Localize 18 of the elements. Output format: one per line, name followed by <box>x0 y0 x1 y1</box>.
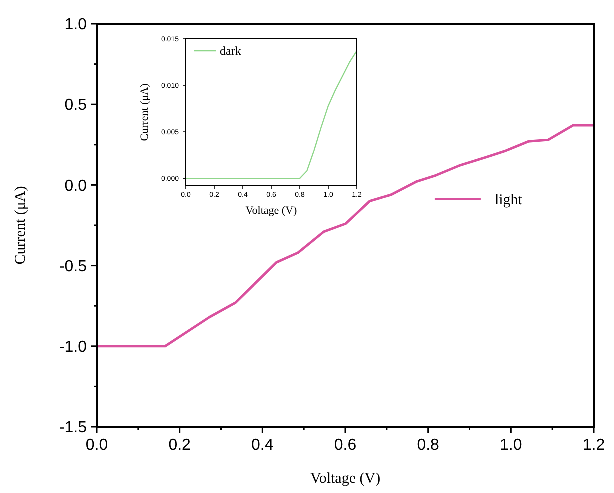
x-axis-title: Voltage (V) <box>310 471 381 487</box>
x-tick-label: 0.6 <box>334 437 357 454</box>
y-tick-label: 1.0 <box>64 16 88 34</box>
x-tick-label: 1.2 <box>582 437 606 454</box>
x-tick-label: 0.2 <box>168 437 192 454</box>
x-tick-label: 1.0 <box>500 437 522 454</box>
x-tick-label: 0.0 <box>86 437 108 454</box>
y-axis-title: Current (μA) <box>13 186 29 265</box>
y-tick-label: 0.5 <box>64 97 88 114</box>
legend-label: dark <box>220 44 242 58</box>
legend-label: light <box>494 192 524 208</box>
y-axis-title: Current (μA) <box>139 83 151 142</box>
y-tick-label: -0.5 <box>59 258 88 276</box>
x-axis-title: Voltage (V) <box>246 205 298 217</box>
y-tick-label: -1.0 <box>59 339 88 356</box>
x-tick-label: 0.8 <box>417 437 440 454</box>
x-tick-label: 0.4 <box>252 437 274 454</box>
y-tick-label: -1.5 <box>59 420 88 437</box>
